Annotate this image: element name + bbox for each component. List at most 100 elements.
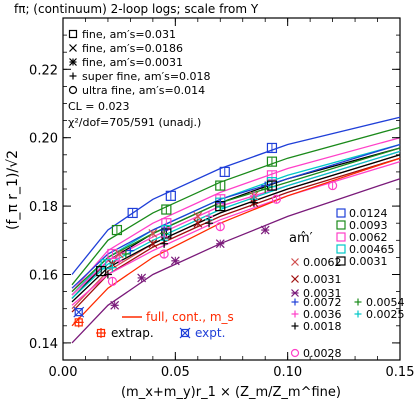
am-legend: am̂′0.01240.00930.00620.004650.00310.006… [289, 207, 405, 360]
data-point [266, 156, 278, 167]
legend-label: 0.00465 [349, 243, 395, 256]
legend-label: 0.0093 [349, 219, 388, 232]
data-point [216, 202, 225, 211]
data-point [148, 229, 158, 238]
data-point [110, 300, 120, 310]
data-point [165, 190, 176, 201]
data-point [121, 249, 130, 258]
legend-marker [354, 298, 362, 306]
data-point [266, 142, 278, 154]
data-point [193, 218, 203, 228]
data-point [107, 248, 118, 260]
legend-label: 0.0124 [349, 207, 388, 220]
data-point [193, 211, 203, 221]
fit-curve [71, 150, 401, 299]
legend-marker [336, 244, 346, 254]
legend-label: 0.0031 [303, 287, 342, 300]
info-legend-text: CL = 0.023 [68, 100, 130, 113]
legend-marker [336, 232, 346, 242]
y-tick-label: 0.18 [29, 200, 58, 215]
data-point [126, 246, 135, 255]
expt-point [73, 306, 85, 318]
data-point [160, 239, 169, 248]
data-point [161, 204, 172, 215]
full-cont-label: full, cont., m_s [146, 310, 234, 324]
extrap-marker [96, 328, 106, 338]
data-point [108, 263, 117, 272]
data-point [215, 222, 225, 232]
fit-curve [71, 154, 401, 303]
legend-marker [291, 298, 299, 306]
info-legend-text: fine, am′s=0.031 [82, 28, 176, 41]
fit-curve [71, 157, 401, 327]
expt-marker [179, 327, 191, 339]
legend-marker [291, 275, 299, 283]
legend-marker [354, 310, 362, 318]
data-point [115, 256, 124, 265]
legend-marker [291, 322, 299, 330]
data-point [170, 256, 180, 266]
info-legend-marker [69, 44, 77, 52]
data-point [219, 166, 230, 177]
amprime-header: am̂′ [289, 231, 313, 246]
info-legend-marker [69, 58, 77, 66]
info-legend-marker [68, 85, 78, 95]
data-point [261, 185, 270, 193]
legend-label: 0.0072 [303, 296, 342, 309]
fit-curve [71, 116, 401, 275]
data-point [271, 194, 282, 204]
data-point [215, 239, 225, 249]
legend-marker [290, 348, 300, 358]
legend-label: 0.0031 [349, 255, 388, 268]
y-tick-label: 0.20 [29, 132, 58, 147]
legend-label: 0.0025 [366, 308, 405, 321]
extrap-label: extrap. [111, 326, 154, 340]
data-point [148, 239, 158, 249]
legend-marker [291, 258, 299, 266]
data-point [127, 207, 138, 219]
info-legend-marker [69, 72, 77, 80]
annotations: full, cont., m_s extrap. expt. [96, 310, 234, 340]
legend-marker [336, 208, 346, 218]
info-legend-marker [68, 29, 78, 39]
axes: 0.00 0.05 0.10 0.15 0.14 0.16 0.18 0.20 0.22 [29, 17, 414, 380]
legend-label: 0.0028 [303, 347, 342, 360]
data-point [249, 198, 258, 207]
x-tick-label: 0.15 [386, 365, 414, 380]
data-point [260, 225, 270, 235]
data-point [111, 224, 123, 236]
data-point [328, 180, 338, 191]
legend-label: 0.0062 [349, 231, 388, 244]
data-point [205, 219, 214, 228]
fit-curve [71, 157, 401, 313]
extrap-point [73, 317, 84, 328]
y-tick-label: 0.14 [29, 337, 58, 352]
info-legend-text: super fine, am′s=0.018 [82, 70, 211, 83]
plot-area: 0.00 0.05 0.10 0.15 0.14 0.16 0.18 0.20 0.22 [29, 17, 414, 380]
data-point [159, 249, 169, 259]
legend-marker [336, 220, 346, 230]
data-point [107, 276, 118, 286]
info-legend-text: fine, am′s=0.0031 [82, 56, 183, 69]
legend-marker [291, 289, 299, 297]
fit-curve [71, 126, 401, 286]
fit-curve [71, 147, 401, 293]
fit-curve [71, 178, 401, 344]
data-point [215, 180, 226, 191]
data-point [103, 270, 112, 279]
y-axis-label: (f_π r_1)/√2 [5, 150, 21, 230]
legend-label: 0.0062 [303, 256, 342, 269]
legend-label: 0.0036 [303, 308, 342, 321]
data-point [96, 265, 107, 277]
legend-label: 0.0018 [303, 320, 342, 333]
y-tick-label: 0.16 [29, 269, 58, 284]
x-tick-label: 0.10 [273, 365, 302, 380]
x-tick-label: 0.05 [161, 365, 190, 380]
chart-title: fπ; (continuum) 2-loop logs; scale from … [14, 2, 259, 16]
legend-marker [336, 256, 346, 266]
x-axis-label: (m_x+m_y)r_1 × (Z_m/Z_m^fine) [121, 385, 341, 400]
x-tick-label: 0.00 [49, 365, 78, 380]
y-tick-label: 0.22 [29, 63, 58, 78]
